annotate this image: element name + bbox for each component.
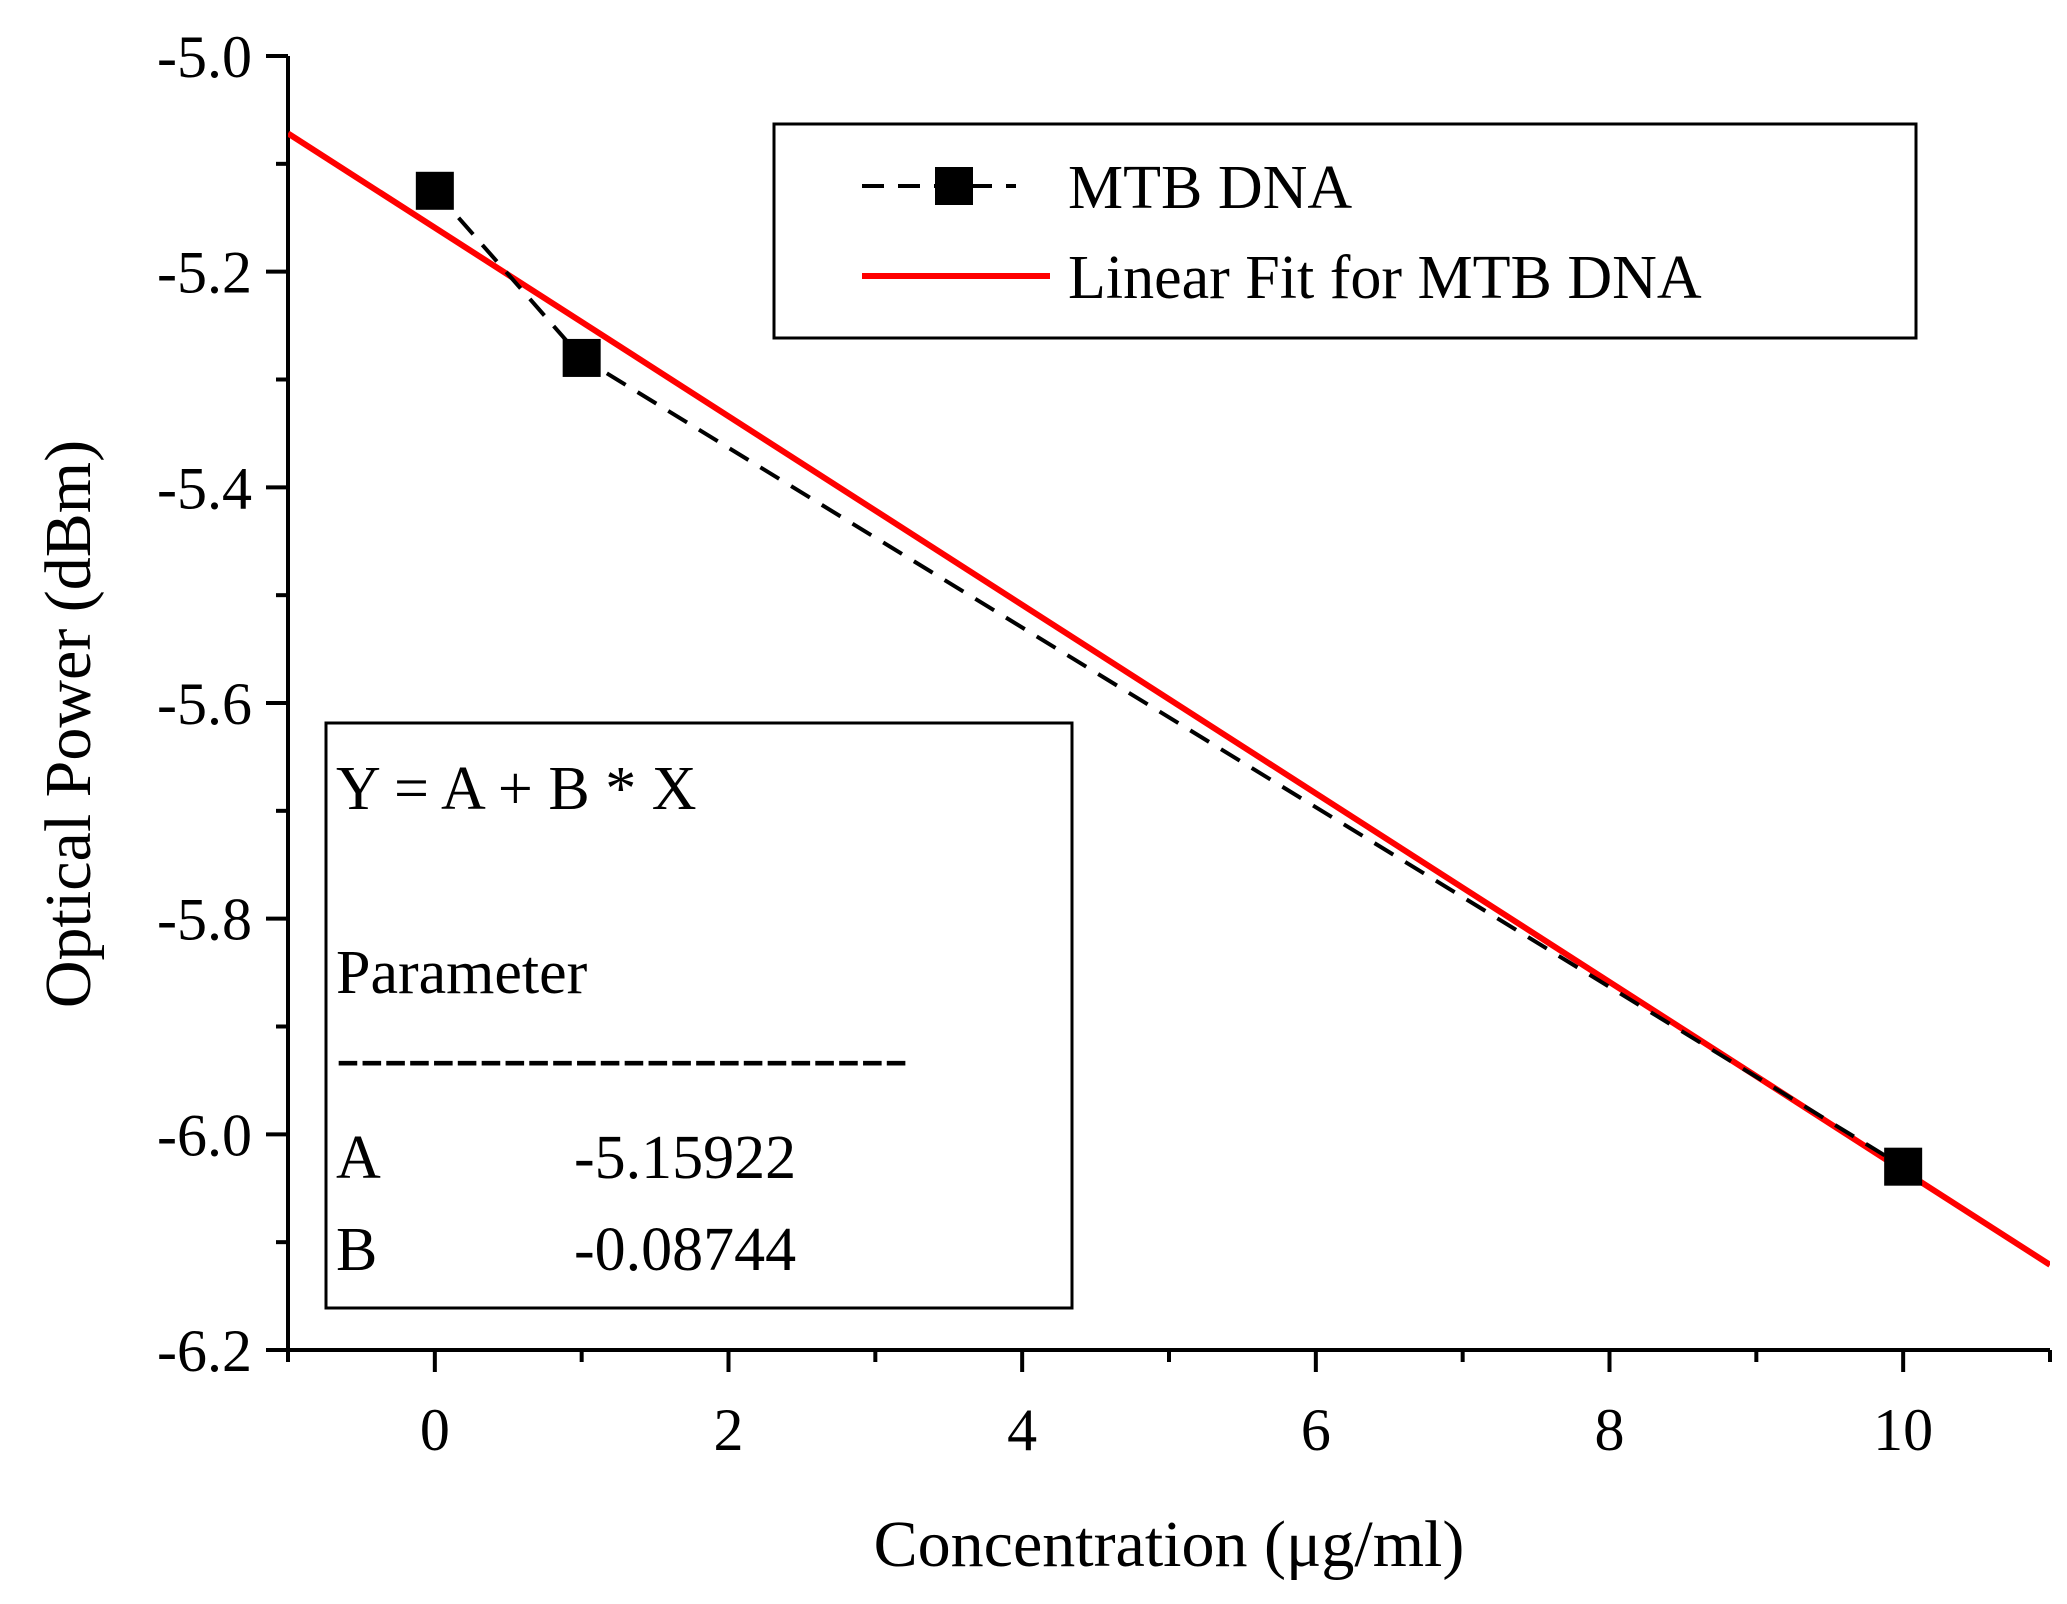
data-point: [562, 338, 601, 377]
y-tick-label: -5.4: [157, 455, 252, 521]
y-tick-label: -6.2: [157, 1318, 252, 1384]
y-axis-title: Optical Power (dBm): [32, 440, 105, 1008]
fit-box-border: [324, 721, 1074, 1310]
x-axis-title: Concentration (μg/ml): [874, 1508, 1465, 1581]
y-tick-label: -5.8: [157, 887, 252, 953]
fit-parameter-header: Parameter: [336, 939, 588, 1007]
fit-param-a-value: -5.15922: [574, 1124, 796, 1192]
y-tick-label: -5.0: [157, 24, 252, 90]
x-tick-label: 4: [1007, 1397, 1037, 1463]
legend-box: [772, 122, 1918, 340]
data-point: [415, 171, 454, 210]
y-axis-ticks: -5.0 -5.2 -5.4 -5.6 -5.8 -6.0 -6.2: [157, 24, 288, 1384]
fit-param-a-name: A: [336, 1124, 381, 1192]
x-tick-label: 8: [1595, 1397, 1625, 1463]
legend-marker-mtb-dna: [935, 167, 973, 205]
y-tick-label: -5.2: [157, 240, 252, 306]
x-tick-label: 6: [1301, 1397, 1331, 1463]
x-tick-label: 2: [714, 1397, 744, 1463]
data-point: [1884, 1147, 1923, 1186]
legend: MTB DNA Linear Fit for MTB DNA: [772, 122, 1918, 340]
legend-label-mtb-dna: MTB DNA: [1068, 154, 1352, 222]
x-tick-label: 0: [420, 1397, 450, 1463]
x-tick-label: 10: [1873, 1397, 1933, 1463]
legend-label-linear-fit: Linear Fit for MTB DNA: [1068, 244, 1702, 312]
mtb-dna-points: [415, 171, 1923, 1186]
fit-parameter-box: Y = A + B * X Parameter ----------------…: [324, 721, 1074, 1310]
fit-param-b-value: -0.08744: [574, 1216, 796, 1284]
fit-param-b-name: B: [336, 1216, 377, 1284]
y-tick-label: -6.0: [157, 1102, 252, 1168]
fit-equation: Y = A + B * X: [336, 755, 696, 823]
y-tick-label: -5.6: [157, 671, 252, 737]
x-axis-ticks: 0 2 4 6 8 10: [286, 1350, 2052, 1463]
fit-separator: ------------------------: [336, 1024, 908, 1092]
